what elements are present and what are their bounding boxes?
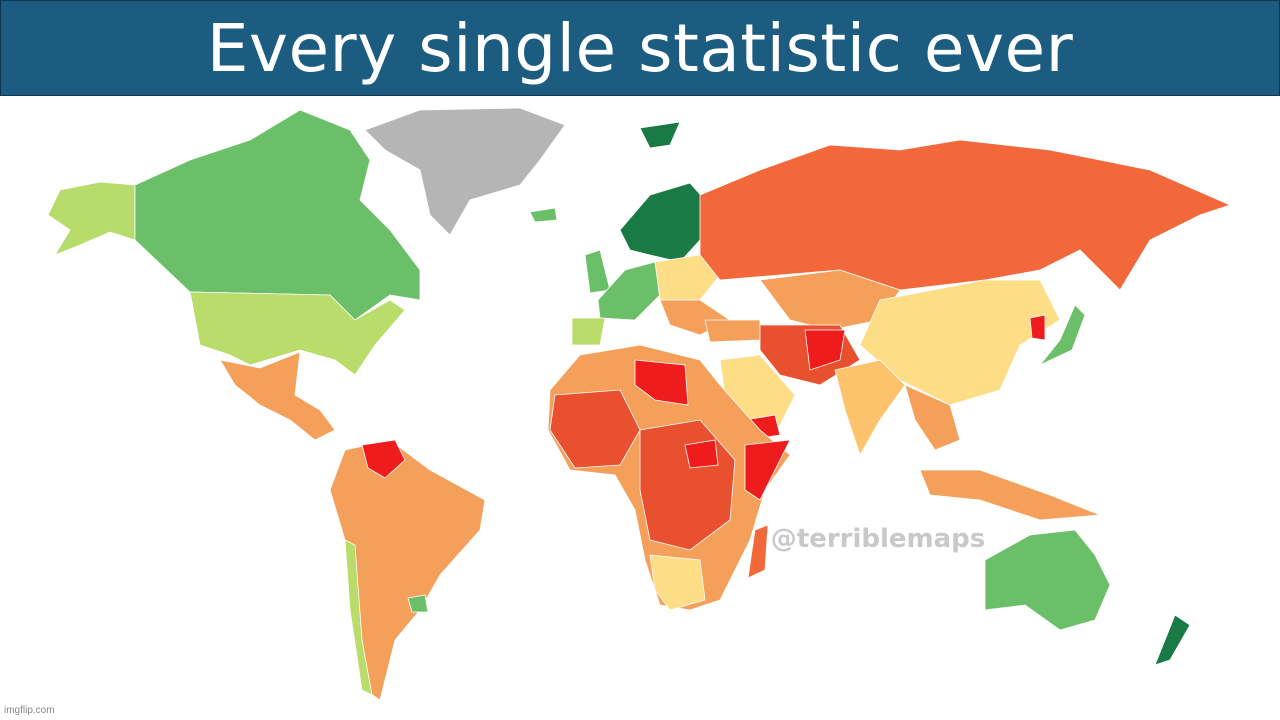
south-sudan <box>684 439 719 469</box>
mexico <box>219 351 336 441</box>
afghanistan <box>804 329 846 371</box>
turkey <box>704 319 761 343</box>
title: Every single statistic ever <box>206 9 1074 87</box>
russia <box>699 139 1232 291</box>
chile <box>344 539 373 696</box>
venezuela <box>361 439 406 479</box>
svalbard <box>639 121 681 149</box>
title-banner: Every single statistic ever <box>0 0 1280 96</box>
iceland <box>529 207 558 223</box>
somalia <box>744 439 791 501</box>
uruguay <box>407 594 429 613</box>
usa <box>189 291 406 376</box>
credit: imgflip.com <box>4 705 55 716</box>
iberia <box>571 317 606 346</box>
west-africa <box>549 389 641 469</box>
eastern-europe <box>654 254 721 301</box>
world-map: @terriblemaps <box>47 107 1232 701</box>
southern-africa <box>649 554 706 611</box>
western-europe <box>597 261 661 321</box>
new-zealand <box>1154 614 1191 666</box>
india <box>834 359 906 456</box>
watermark: @terriblemaps <box>771 524 986 554</box>
korea <box>1029 314 1046 341</box>
alaska <box>47 181 136 256</box>
greenland <box>364 107 566 236</box>
indonesia <box>919 469 1101 521</box>
australia <box>984 529 1111 631</box>
southeast-asia <box>904 384 961 451</box>
scandinavia <box>619 182 706 263</box>
japan <box>1039 304 1086 366</box>
madagascar <box>747 524 769 579</box>
uk <box>584 249 611 294</box>
libya <box>634 359 689 406</box>
